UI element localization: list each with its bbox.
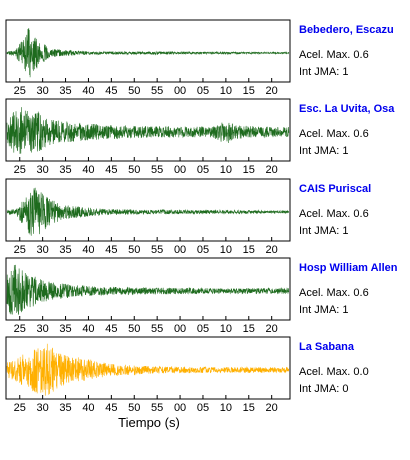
waveform-trace — [6, 343, 290, 396]
x-tick-label: 00 — [174, 244, 186, 256]
x-tick-label: 10 — [220, 244, 232, 256]
x-tick-label: 40 — [82, 85, 94, 97]
x-tick-label: 20 — [266, 402, 278, 414]
x-tick-label: 05 — [197, 164, 209, 176]
x-tick-label: 25 — [14, 164, 26, 176]
x-tick-label: 25 — [14, 323, 26, 335]
max-acceleration-label: Acel. Max. 0.6 — [299, 208, 369, 220]
x-tick-label: 15 — [243, 244, 255, 256]
x-tick-label: 15 — [243, 85, 255, 97]
x-tick-label: 25 — [14, 244, 26, 256]
x-tick-label: 55 — [151, 323, 163, 335]
x-tick-label: 10 — [220, 164, 232, 176]
x-tick-label: 30 — [37, 244, 49, 256]
max-acceleration-label: Acel. Max. 0.6 — [299, 128, 369, 140]
x-tick-label: 15 — [243, 402, 255, 414]
x-tick-label: 30 — [37, 85, 49, 97]
x-tick-label: 45 — [105, 85, 117, 97]
max-acceleration-label: Acel. Max. 0.0 — [299, 366, 369, 378]
x-tick-label: 35 — [59, 244, 71, 256]
x-tick-label: 30 — [37, 164, 49, 176]
x-tick-label: 30 — [37, 323, 49, 335]
x-tick-label: 05 — [197, 402, 209, 414]
x-tick-label: 00 — [174, 402, 186, 414]
x-tick-label: 05 — [197, 323, 209, 335]
x-tick-label: 25 — [14, 85, 26, 97]
x-tick-label: 40 — [82, 244, 94, 256]
panel-4: 25 30 35 40 45 50 55 00 05 10 15 20 Hosp William All… — [5, 257, 398, 335]
x-tick-label: 15 — [243, 323, 255, 335]
x-tick-label: 45 — [105, 402, 117, 414]
x-tick-label: 55 — [151, 85, 163, 97]
jma-intensity-label: Int JMA: 1 — [299, 145, 349, 157]
panel-frame — [5, 19, 291, 83]
x-tick-label: 05 — [197, 244, 209, 256]
x-tick-label: 50 — [128, 402, 140, 414]
panels: 25 30 35 40 45 50 55 00 05 10 15 20 Bebedero, Escazu… — [5, 19, 398, 414]
x-tick-label: 00 — [174, 85, 186, 97]
panel-2: 25 30 35 40 45 50 55 00 05 10 15 20 Esc. La Uvita, O… — [5, 98, 395, 176]
x-tick-label: 35 — [59, 164, 71, 176]
x-tick-label: 40 — [82, 164, 94, 176]
waveform-trace — [6, 107, 290, 154]
x-tick-label: 20 — [266, 85, 278, 97]
x-tick-label: 40 — [82, 323, 94, 335]
panel-3: 25 30 35 40 45 50 55 00 05 10 15 20 CAIS Puriscal Ace… — [5, 178, 371, 256]
x-tick-label: 05 — [197, 85, 209, 97]
x-tick-label: 10 — [220, 85, 232, 97]
jma-intensity-label: Int JMA: 1 — [299, 66, 349, 78]
x-tick-label: 25 — [14, 402, 26, 414]
x-tick-label: 00 — [174, 164, 186, 176]
max-acceleration-label: Acel. Max. 0.6 — [299, 49, 369, 61]
x-tick-label: 45 — [105, 244, 117, 256]
station-name: Esc. La Uvita, Osa — [299, 103, 395, 115]
station-name: La Sabana — [299, 341, 355, 353]
max-acceleration-label: Acel. Max. 0.6 — [299, 287, 369, 299]
jma-intensity-label: Int JMA: 1 — [299, 225, 349, 237]
waveform-trace — [6, 187, 290, 236]
x-tick-label: 55 — [151, 164, 163, 176]
x-tick-label: 35 — [59, 402, 71, 414]
waveform-trace — [6, 28, 290, 78]
x-tick-label: 40 — [82, 402, 94, 414]
x-tick-label: 00 — [174, 323, 186, 335]
x-tick-label: 20 — [266, 244, 278, 256]
x-tick-label: 30 — [37, 402, 49, 414]
x-tick-label: 50 — [128, 323, 140, 335]
x-tick-label: 15 — [243, 164, 255, 176]
x-tick-label: 50 — [128, 164, 140, 176]
panel-1: 25 30 35 40 45 50 55 00 05 10 15 20 Bebedero, Escazu… — [5, 19, 394, 97]
x-tick-label: 35 — [59, 85, 71, 97]
x-tick-label: 55 — [151, 244, 163, 256]
x-tick-label: 50 — [128, 85, 140, 97]
x-tick-label: 55 — [151, 402, 163, 414]
x-tick-label: 50 — [128, 244, 140, 256]
x-tick-label: 20 — [266, 323, 278, 335]
jma-intensity-label: Int JMA: 0 — [299, 383, 349, 395]
jma-intensity-label: Int JMA: 1 — [299, 304, 349, 316]
station-name: Bebedero, Escazu — [299, 24, 394, 36]
x-tick-label: 45 — [105, 323, 117, 335]
station-name: Hosp William Allen — [299, 262, 398, 274]
x-tick-label: 35 — [59, 323, 71, 335]
station-name: CAIS Puriscal — [299, 183, 371, 195]
x-tick-label: 10 — [220, 402, 232, 414]
waveform-trace — [6, 264, 290, 315]
x-axis-title: Tiempo (s) — [118, 415, 180, 430]
panel-5: 25 30 35 40 45 50 55 00 05 10 15 20 La Sabana Acel. M… — [5, 336, 369, 414]
x-tick-label: 20 — [266, 164, 278, 176]
x-tick-label: 45 — [105, 164, 117, 176]
x-tick-label: 10 — [220, 323, 232, 335]
